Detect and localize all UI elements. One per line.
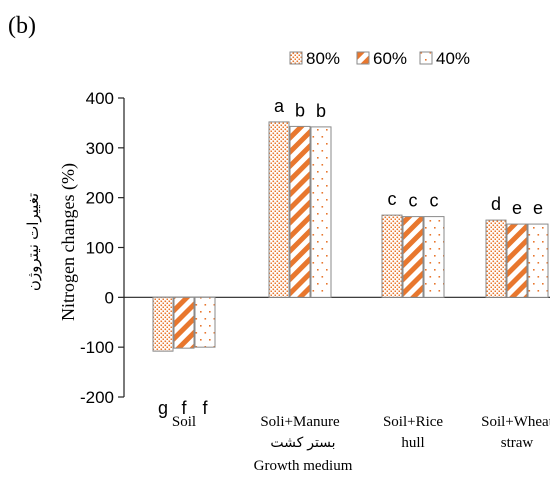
legend-swatch-40pct bbox=[419, 51, 433, 65]
significance-letter: g bbox=[158, 398, 168, 418]
bar-60pct-1 bbox=[289, 125, 311, 298]
x-axis-label-fa: بستر کشت bbox=[270, 434, 335, 451]
significance-letter: c bbox=[409, 191, 418, 211]
bar-80pct-1 bbox=[268, 121, 290, 298]
significance-letter: f bbox=[181, 398, 187, 418]
bar-60pct-2 bbox=[402, 216, 424, 298]
bar-80pct-2 bbox=[381, 214, 403, 298]
x-tick-label: Soil bbox=[172, 414, 196, 430]
panel-label: (b) bbox=[8, 13, 36, 39]
legend-swatch-80pct bbox=[289, 51, 303, 65]
legend-label: 40% bbox=[436, 49, 470, 68]
bars bbox=[152, 121, 549, 352]
significance-letter: e bbox=[512, 198, 522, 218]
legend: 80% 60% 40% bbox=[289, 49, 470, 68]
x-tick-label-line2: straw bbox=[501, 435, 534, 451]
y-tick-label: 300 bbox=[86, 139, 114, 158]
y-tick-label: 200 bbox=[86, 189, 114, 208]
significance-letter: a bbox=[274, 96, 285, 116]
bar-40pct-2 bbox=[423, 216, 445, 298]
significance-letter: b bbox=[295, 100, 305, 120]
y-tick-label: -200 bbox=[80, 388, 114, 407]
significance-letter: c bbox=[388, 189, 397, 209]
significance-letter: e bbox=[533, 198, 543, 218]
significance-letter: d bbox=[491, 194, 501, 214]
x-tick-label-line2: hull bbox=[401, 435, 424, 451]
y-tick-label: -100 bbox=[80, 338, 114, 357]
bar-40pct-3 bbox=[527, 223, 549, 298]
y-tick-label: 0 bbox=[105, 288, 114, 307]
x-axis-tick-labels: Soil Soli+Manure Soil+Rice hull Soil+Wheat st… bbox=[172, 414, 550, 451]
y-axis-label: Nitrogen changes (%) bbox=[58, 163, 79, 321]
bar-80pct-3 bbox=[485, 219, 507, 298]
x-tick-label: Soil+Rice bbox=[383, 414, 443, 430]
y-axis-label-fa: تغییرات نیتروژن bbox=[25, 193, 42, 291]
x-tick-label: Soli+Manure bbox=[260, 414, 340, 430]
bar-80pct-0 bbox=[152, 296, 174, 352]
legend-label: 60% bbox=[373, 49, 407, 68]
x-tick-label: Soil+Wheat bbox=[481, 414, 550, 430]
significance-letter: f bbox=[202, 398, 208, 418]
legend-swatch-60pct bbox=[356, 51, 370, 65]
y-tick-label: 400 bbox=[86, 89, 114, 108]
y-axis: -200 -100 0 100 200 300 400 bbox=[80, 89, 550, 407]
significance-letters: g f fa b bc c c d e e bbox=[158, 96, 543, 418]
x-axis-label: Growth medium bbox=[254, 458, 353, 474]
legend-label: 80% bbox=[306, 49, 340, 68]
y-tick-label: 100 bbox=[86, 239, 114, 258]
bar-40pct-1 bbox=[310, 126, 332, 298]
bar-60pct-0 bbox=[173, 296, 195, 349]
bar-60pct-3 bbox=[506, 223, 528, 298]
significance-letter: b bbox=[316, 101, 326, 121]
bar-40pct-0 bbox=[194, 296, 216, 348]
significance-letter: c bbox=[430, 191, 439, 211]
